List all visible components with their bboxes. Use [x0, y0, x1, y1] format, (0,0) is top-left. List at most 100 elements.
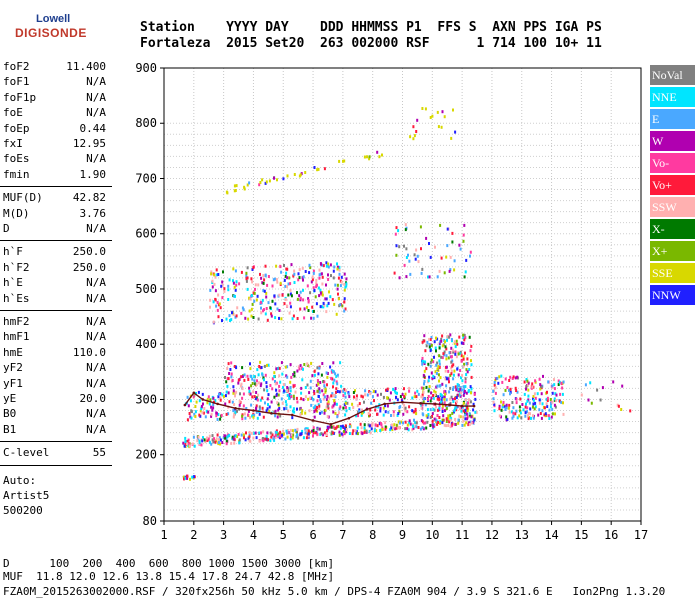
echo-point — [320, 410, 323, 414]
param-row: h`F 250.0 — [3, 245, 106, 259]
echo-point — [446, 338, 448, 342]
echo-point — [524, 414, 527, 418]
echo-point — [184, 476, 187, 480]
echo-point — [250, 431, 253, 435]
x-tick-label: 2 — [190, 528, 197, 542]
echo-point — [549, 398, 552, 401]
x-tick-label: 8 — [369, 528, 376, 542]
echo-point — [233, 184, 236, 188]
echo-point — [555, 399, 558, 403]
echo-point — [319, 411, 322, 415]
echo-point — [330, 425, 333, 429]
echo-point — [462, 393, 465, 397]
echo-point — [454, 406, 457, 410]
echo-point — [332, 276, 335, 280]
echo-point — [248, 309, 251, 313]
x-tick-label: 7 — [339, 528, 346, 542]
echo-point — [206, 439, 209, 442]
echo-point — [465, 391, 468, 395]
echo-point — [258, 405, 261, 409]
echo-point — [413, 418, 415, 422]
echo-point — [186, 442, 188, 446]
echo-point — [524, 405, 527, 409]
x-tick-label: 16 — [604, 528, 618, 542]
echo-point — [468, 335, 471, 339]
echo-point — [336, 267, 339, 271]
echo-point — [274, 409, 277, 413]
echo-point — [409, 135, 412, 139]
echo-point — [194, 414, 197, 418]
echo-point — [448, 269, 451, 273]
trace-point — [252, 409, 255, 412]
param-label: C-level — [3, 446, 50, 460]
echo-point — [393, 389, 396, 393]
echo-point — [205, 409, 208, 413]
param-value: 55 — [92, 446, 106, 460]
echo-point — [232, 385, 235, 389]
echo-point — [327, 273, 329, 277]
echo-point — [538, 377, 541, 381]
echo-point — [233, 403, 236, 406]
echo-point — [451, 240, 454, 244]
echo-point — [343, 309, 346, 313]
echo-point — [316, 389, 319, 393]
echo-point — [323, 384, 326, 388]
echo-point — [206, 401, 209, 405]
echo-point — [251, 414, 254, 418]
echo-point — [516, 416, 519, 420]
echo-point — [443, 115, 446, 119]
echo-point — [289, 428, 292, 432]
auto-info: 500200 — [3, 503, 43, 517]
echo-point — [512, 414, 515, 418]
echo-point — [364, 389, 367, 393]
echo-point — [361, 411, 363, 415]
echo-point — [616, 403, 619, 407]
echo-point — [525, 385, 528, 389]
echo-point — [260, 276, 263, 280]
echo-point — [363, 430, 366, 434]
echo-point — [431, 415, 433, 418]
echo-point — [426, 408, 429, 412]
echo-point — [455, 355, 458, 359]
echo-point — [448, 351, 451, 355]
echo-point — [412, 137, 415, 141]
echo-point — [307, 297, 310, 301]
trace-point — [448, 403, 452, 407]
echo-point — [448, 420, 451, 424]
echo-point — [339, 303, 342, 307]
echo-point — [377, 405, 380, 409]
param-label: MUF(D) — [3, 191, 43, 205]
echo-point — [391, 428, 394, 432]
echo-point — [273, 176, 275, 180]
echo-point — [225, 440, 228, 444]
echo-point — [227, 288, 230, 292]
echo-point — [289, 305, 292, 309]
echo-point — [444, 340, 446, 344]
echo-point — [271, 299, 274, 303]
echo-point — [273, 410, 276, 414]
echo-point — [215, 439, 218, 443]
echo-point — [547, 380, 550, 384]
echo-point — [452, 410, 455, 414]
echo-point — [312, 271, 315, 275]
echo-point — [327, 406, 330, 410]
echo-point — [201, 392, 204, 396]
echo-point — [420, 395, 423, 399]
echo-point — [248, 391, 251, 395]
echo-point — [344, 307, 347, 311]
echo-point — [459, 387, 462, 391]
param-row: fmin 1.90 — [3, 168, 106, 182]
echo-point — [209, 398, 212, 402]
echo-point — [226, 191, 229, 195]
echo-point — [411, 428, 414, 432]
echo-point — [262, 309, 264, 313]
echo-point — [397, 420, 400, 424]
echo-point — [256, 416, 259, 420]
echo-point — [215, 268, 218, 272]
echo-point — [271, 387, 274, 391]
echo-point — [352, 429, 355, 433]
echo-point — [498, 414, 501, 418]
x-tick-label: 6 — [309, 528, 316, 542]
echo-point — [243, 412, 246, 416]
